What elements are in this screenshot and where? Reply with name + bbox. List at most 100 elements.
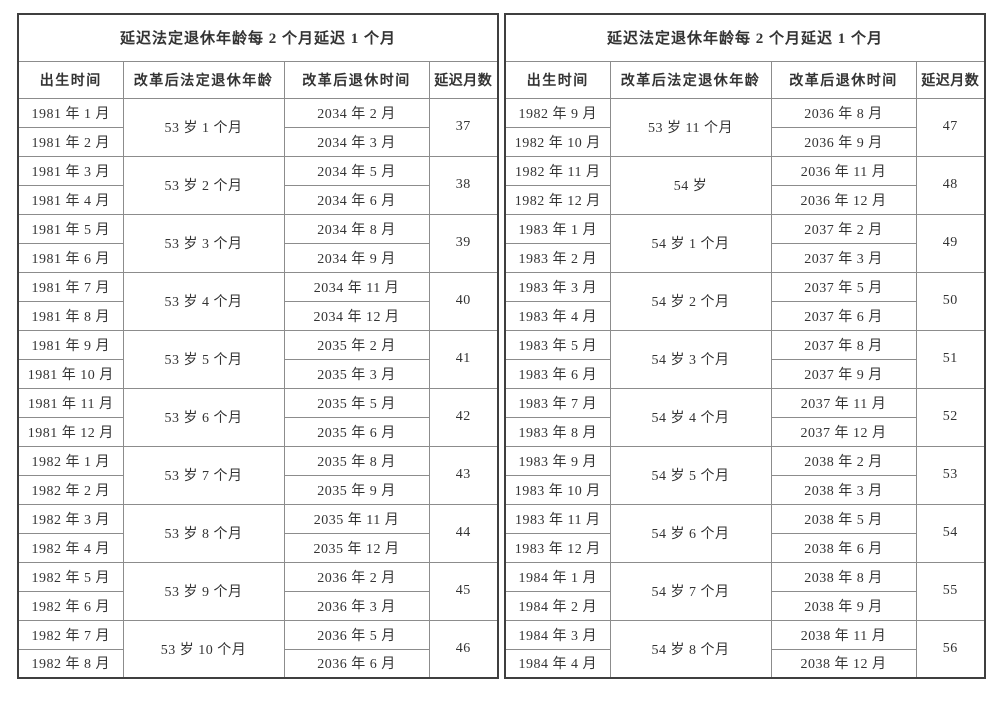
- col-header-delay-months: 延迟月数: [428, 60, 499, 99]
- retirement-delay-table-right: 延迟法定退休年龄每 2 个月延迟 1 个月 出生时间 改革后法定退休年龄 改革后…: [504, 13, 987, 679]
- retire-time-cell: 2034 年 12 月: [283, 300, 430, 331]
- birth-time-cell: 1983 年 8 月: [504, 416, 611, 447]
- statutory-age-cell: 53 岁 5 个月: [122, 329, 285, 389]
- birth-time-cell: 1981 年 9 月: [17, 329, 124, 360]
- birth-time-cell: 1982 年 5 月: [17, 561, 124, 592]
- statutory-age-cell: 54 岁 7 个月: [609, 561, 772, 621]
- retire-time-cell: 2034 年 3 月: [283, 126, 430, 157]
- delay-months-cell: 47: [915, 97, 986, 157]
- birth-time-cell: 1981 年 8 月: [17, 300, 124, 331]
- statutory-age-cell: 53 岁 3 个月: [122, 213, 285, 273]
- statutory-age-cell: 53 岁 9 个月: [122, 561, 285, 621]
- birth-time-cell: 1981 年 7 月: [17, 271, 124, 302]
- statutory-age-cell: 54 岁 1 个月: [609, 213, 772, 273]
- retire-time-cell: 2036 年 6 月: [283, 648, 430, 679]
- retire-time-cell: 2036 年 5 月: [283, 619, 430, 650]
- delay-months-cell: 44: [428, 503, 499, 563]
- table-row: 1982 年 11 月 54 岁 2036 年 11 月 48: [504, 155, 986, 215]
- birth-time-cell: 1983 年 1 月: [504, 213, 611, 244]
- delay-months-cell: 50: [915, 271, 986, 331]
- table-row: 1983 年 4 月 2037 年 6 月: [504, 300, 985, 331]
- delay-months-cell: 51: [915, 329, 986, 389]
- table-row: 1984 年 1 月 54 岁 7 个月 2038 年 8 月 55: [504, 561, 986, 621]
- statutory-age-cell: 54 岁 2 个月: [609, 271, 772, 331]
- statutory-age-cell: 53 岁 11 个月: [609, 97, 772, 157]
- retirement-delay-table-left: 延迟法定退休年龄每 2 个月延迟 1 个月 出生时间 改革后法定退休年龄 改革后…: [17, 13, 500, 679]
- birth-time-cell: 1983 年 6 月: [504, 358, 611, 389]
- statutory-age-cell: 54 岁 6 个月: [609, 503, 772, 563]
- table-row: 1981 年 1 月 53 岁 1 个月 2034 年 2 月 37: [17, 97, 499, 157]
- birth-time-cell: 1983 年 12 月: [504, 532, 611, 563]
- table-row: 1983 年 2 月 2037 年 3 月: [504, 242, 985, 273]
- table-body: 1982 年 9 月 53 岁 11 个月 2036 年 8 月 47 1982 年 1…: [504, 97, 986, 679]
- delay-months-cell: 40: [428, 271, 499, 331]
- birth-time-cell: 1984 年 1 月: [504, 561, 611, 592]
- statutory-age-cell: 53 岁 10 个月: [122, 619, 285, 679]
- table-title: 延迟法定退休年龄每 2 个月延迟 1 个月: [17, 13, 499, 62]
- table-row: 1981 年 7 月 53 岁 4 个月 2034 年 11 月 40: [17, 271, 499, 331]
- delay-months-cell: 53: [915, 445, 986, 505]
- birth-time-cell: 1983 年 10 月: [504, 474, 611, 505]
- retire-time-cell: 2037 年 11 月: [770, 387, 917, 418]
- birth-time-cell: 1982 年 7 月: [17, 619, 124, 650]
- birth-time-cell: 1981 年 6 月: [17, 242, 124, 273]
- table-row: 1981 年 5 月 53 岁 3 个月 2034 年 8 月 39: [17, 213, 499, 273]
- col-header-delay-months: 延迟月数: [915, 60, 986, 99]
- table-row: 1983 年 11 月 54 岁 6 个月 2038 年 5 月 54: [504, 503, 986, 563]
- delay-months-cell: 48: [915, 155, 986, 215]
- retire-time-cell: 2035 年 12 月: [283, 532, 430, 563]
- column-header-row: 出生时间 改革后法定退休年龄 改革后退休时间 延迟月数: [17, 60, 499, 99]
- birth-time-cell: 1982 年 9 月: [504, 97, 611, 128]
- retire-time-cell: 2038 年 8 月: [770, 561, 917, 592]
- delay-months-cell: 55: [915, 561, 986, 621]
- table-row: 1981 年 3 月 53 岁 2 个月 2034 年 5 月 38: [17, 155, 499, 215]
- birth-time-cell: 1981 年 1 月: [17, 97, 124, 128]
- table-row: 1981 年 2 月 2034 年 3 月: [17, 126, 498, 157]
- table-row: 1983 年 6 月 2037 年 9 月: [504, 358, 985, 389]
- retire-time-cell: 2036 年 2 月: [283, 561, 430, 592]
- birth-time-cell: 1982 年 3 月: [17, 503, 124, 534]
- table-row: 1982 年 8 月 2036 年 6 月: [17, 648, 498, 679]
- table-row: 1983 年 9 月 54 岁 5 个月 2038 年 2 月 53: [504, 445, 986, 505]
- retire-time-cell: 2034 年 8 月: [283, 213, 430, 244]
- table-row: 1982 年 7 月 53 岁 10 个月 2036 年 5 月 46: [17, 619, 499, 679]
- table-row: 1984 年 3 月 54 岁 8 个月 2038 年 11 月 56: [504, 619, 986, 679]
- statutory-age-cell: 54 岁 3 个月: [609, 329, 772, 389]
- table-row: 1982 年 1 月 53 岁 7 个月 2035 年 8 月 43: [17, 445, 499, 505]
- table-body: 1981 年 1 月 53 岁 1 个月 2034 年 2 月 37 1981 年 2 …: [17, 97, 499, 679]
- retire-time-cell: 2035 年 11 月: [283, 503, 430, 534]
- retire-time-cell: 2038 年 5 月: [770, 503, 917, 534]
- table-row: 1982 年 4 月 2035 年 12 月: [17, 532, 498, 563]
- col-header-birth-time: 出生时间: [17, 60, 124, 99]
- retire-time-cell: 2036 年 12 月: [770, 184, 917, 215]
- birth-time-cell: 1982 年 8 月: [17, 648, 124, 679]
- statutory-age-cell: 54 岁 5 个月: [609, 445, 772, 505]
- retire-time-cell: 2038 年 9 月: [770, 590, 917, 621]
- birth-time-cell: 1982 年 4 月: [17, 532, 124, 563]
- birth-time-cell: 1981 年 3 月: [17, 155, 124, 186]
- table-row: 1981 年 8 月 2034 年 12 月: [17, 300, 498, 331]
- retire-time-cell: 2036 年 11 月: [770, 155, 917, 186]
- retire-time-cell: 2034 年 6 月: [283, 184, 430, 215]
- retire-time-cell: 2034 年 5 月: [283, 155, 430, 186]
- col-header-birth-time: 出生时间: [504, 60, 611, 99]
- retire-time-cell: 2035 年 6 月: [283, 416, 430, 447]
- retire-time-cell: 2037 年 2 月: [770, 213, 917, 244]
- delay-months-cell: 54: [915, 503, 986, 563]
- table-row: 1983 年 8 月 2037 年 12 月: [504, 416, 985, 447]
- retire-time-cell: 2035 年 8 月: [283, 445, 430, 476]
- retire-time-cell: 2036 年 9 月: [770, 126, 917, 157]
- retire-time-cell: 2037 年 9 月: [770, 358, 917, 389]
- statutory-age-cell: 54 岁 8 个月: [609, 619, 772, 679]
- birth-time-cell: 1984 年 3 月: [504, 619, 611, 650]
- delay-months-cell: 38: [428, 155, 499, 215]
- table-title-row: 延迟法定退休年龄每 2 个月延迟 1 个月: [504, 13, 986, 62]
- birth-time-cell: 1983 年 3 月: [504, 271, 611, 302]
- statutory-age-cell: 53 岁 7 个月: [122, 445, 285, 505]
- table-row: 1982 年 6 月 2036 年 3 月: [17, 590, 498, 621]
- delay-months-cell: 43: [428, 445, 499, 505]
- delay-months-cell: 41: [428, 329, 499, 389]
- delay-months-cell: 45: [428, 561, 499, 621]
- column-header-row: 出生时间 改革后法定退休年龄 改革后退休时间 延迟月数: [504, 60, 986, 99]
- table-row: 1983 年 10 月 2038 年 3 月: [504, 474, 985, 505]
